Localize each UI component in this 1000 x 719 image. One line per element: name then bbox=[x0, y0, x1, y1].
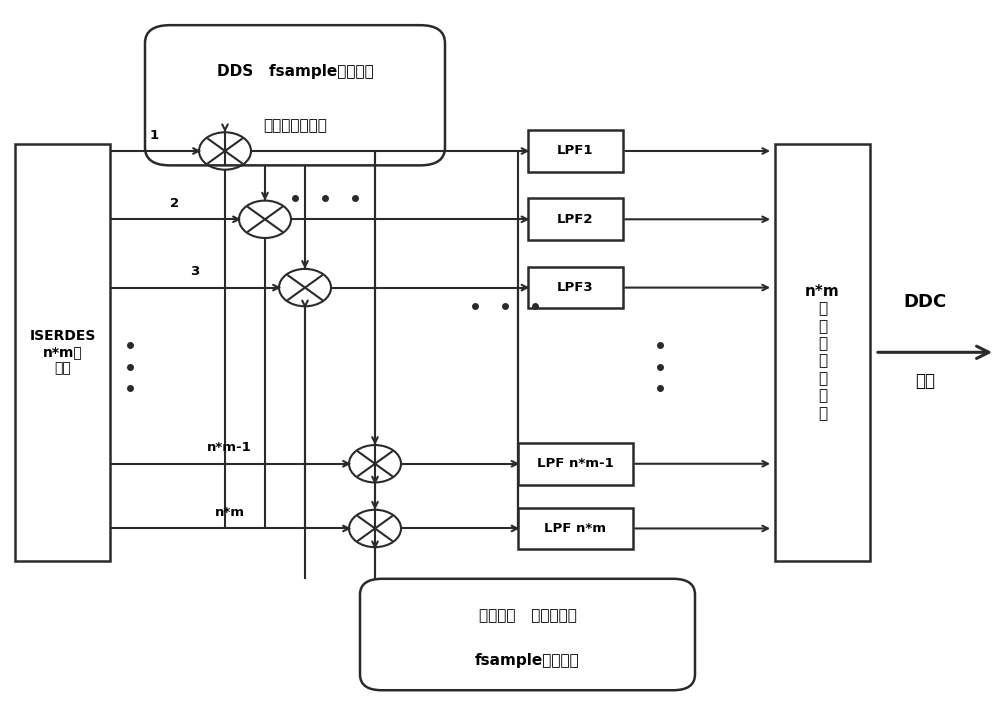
Text: 3: 3 bbox=[190, 265, 199, 278]
Text: 多相滤波   低通滤波器: 多相滤波 低通滤波器 bbox=[479, 608, 576, 623]
Text: 输出: 输出 bbox=[915, 372, 935, 390]
Bar bbox=[528, 130, 622, 172]
Text: 2: 2 bbox=[170, 197, 179, 210]
Text: LPF2: LPF2 bbox=[557, 213, 593, 226]
Bar bbox=[15, 144, 110, 561]
Text: n*m: n*m bbox=[214, 506, 244, 519]
Bar bbox=[775, 144, 870, 561]
Text: n*m
路
流
水
线
型
加
法: n*m 路 流 水 线 型 加 法 bbox=[805, 284, 840, 421]
Text: LPF1: LPF1 bbox=[557, 145, 593, 157]
Text: DDC: DDC bbox=[903, 293, 947, 311]
Text: 1: 1 bbox=[150, 129, 159, 142]
Bar bbox=[528, 267, 622, 308]
FancyBboxPatch shape bbox=[360, 579, 695, 690]
Text: LPF n*m: LPF n*m bbox=[544, 522, 606, 535]
Text: 频率控制字可控: 频率控制字可控 bbox=[263, 119, 327, 134]
Text: DDS   fsample采样频率: DDS fsample采样频率 bbox=[217, 64, 373, 79]
Text: ISERDES
n*m路
并行: ISERDES n*m路 并行 bbox=[29, 329, 96, 375]
Text: fsample采样频率: fsample采样频率 bbox=[475, 653, 580, 668]
Text: LPF n*m-1: LPF n*m-1 bbox=[537, 457, 613, 470]
Bar bbox=[518, 443, 633, 485]
Text: n*m-1: n*m-1 bbox=[207, 441, 252, 454]
Bar bbox=[518, 508, 633, 549]
Bar bbox=[528, 198, 622, 240]
Text: LPF3: LPF3 bbox=[557, 281, 593, 294]
FancyBboxPatch shape bbox=[145, 25, 445, 165]
